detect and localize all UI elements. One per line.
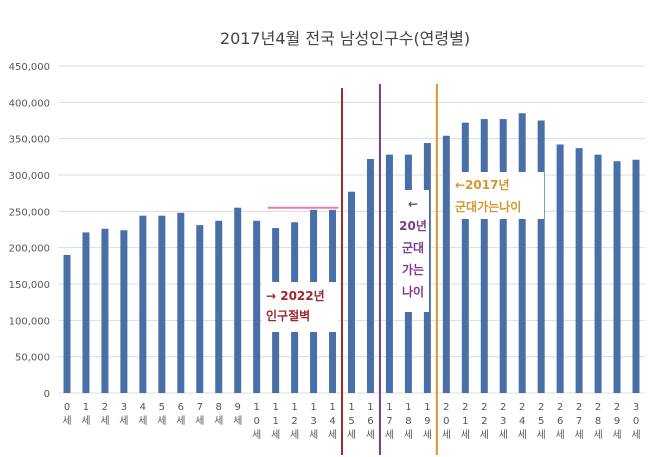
x-tick-label: 9세 [233,402,243,427]
bar-3세 [120,230,128,393]
annotation-text: 군대가는나이 [455,199,521,214]
y-axis-ticks: 0 50,000 100,000 150,000 200,000 250,000 300,0… [9,62,50,400]
bar-16세 [366,159,374,393]
x-tick-label: 1세 [81,402,91,427]
x-tick-label: 8세 [214,402,224,427]
x-tick-label: 25세 [536,402,546,441]
bar-7세 [196,225,204,393]
bar-6세 [177,212,185,393]
x-tick-label: 30세 [631,402,641,441]
x-tick-label: 14세 [327,402,338,441]
annotation-text: 군대 [402,241,424,255]
x-tick-label: 18세 [403,402,413,441]
chart-title: 2017년4월 전국 남성인구수(연령별) [220,29,470,48]
bar-10세 [253,220,261,393]
x-tick-label: 20세 [441,402,451,441]
y-tick-label: 350,000 [9,135,50,146]
x-tick-label: 23세 [498,402,508,441]
bar-23세 [499,119,507,394]
x-tick-label: 13세 [308,402,319,441]
annotation-box [451,172,544,219]
annotation-text: ←2017년 [455,178,510,192]
bar-22세 [480,119,488,394]
annotation-box [262,282,338,332]
x-tick-label: 22세 [479,402,489,441]
bar-29세 [613,161,621,393]
bar-4세 [139,215,147,393]
x-tick-label: 3세 [119,402,129,427]
y-tick-label: 200,000 [9,244,50,255]
bar-28세 [594,154,602,393]
x-tick-label: 21세 [460,402,470,441]
annotation-text: → 2022년 [266,289,325,303]
y-tick-label: 50,000 [15,353,50,364]
annotation-text: 가는 [402,262,424,277]
bar-0세 [63,254,71,393]
bar-27세 [575,148,583,393]
annotation-text: 나이 [402,284,424,299]
bar-30세 [632,159,640,393]
x-tick-label: 26세 [555,402,565,441]
bar-21세 [461,122,469,394]
y-tick-label: 0 [44,389,50,400]
x-tick-label: 5세 [157,402,167,427]
annotation-text: 20년 [399,219,427,233]
bar-25세 [537,120,545,393]
y-tick-label: 150,000 [9,280,50,291]
x-tick-label: 2세 [100,402,110,427]
bar-2세 [101,228,109,393]
y-tick-label: 250,000 [9,207,50,218]
x-tick-label: 28세 [593,402,603,441]
x-tick-label: 7세 [195,402,205,427]
annotation-text: ← [408,197,418,211]
x-tick-label: 4세 [138,402,148,427]
bar-17세 [385,154,393,393]
x-tick-label: 11세 [271,402,281,441]
x-tick-label: 29세 [612,402,622,441]
bar-9세 [234,207,242,393]
y-tick-label: 450,000 [9,62,50,73]
bar-1세 [82,232,90,393]
x-tick-label: 27세 [574,402,584,441]
x-tick-label: 0세 [62,402,72,427]
annotation-text: 인구절벽 [266,308,310,323]
x-tick-label: 6세 [176,402,186,427]
bar-20세 [442,135,450,393]
y-tick-label: 300,000 [9,171,50,182]
y-tick-label: 100,000 [9,316,50,327]
x-tick-label: 12세 [289,402,300,441]
x-tick-label: 19세 [422,402,432,441]
x-tick-label: 10세 [252,402,262,441]
x-tick-label: 15세 [346,402,357,441]
y-tick-label: 400,000 [9,98,50,109]
bar-5세 [158,215,166,393]
x-tick-label: 24세 [517,402,527,441]
x-tick-label: 16세 [365,402,376,441]
bar-8세 [215,220,223,393]
annotation-box [397,190,429,312]
x-tick-label: 17세 [384,402,395,441]
bar-15세 [348,191,355,393]
bar-26세 [556,144,564,393]
bar-24세 [518,113,526,393]
